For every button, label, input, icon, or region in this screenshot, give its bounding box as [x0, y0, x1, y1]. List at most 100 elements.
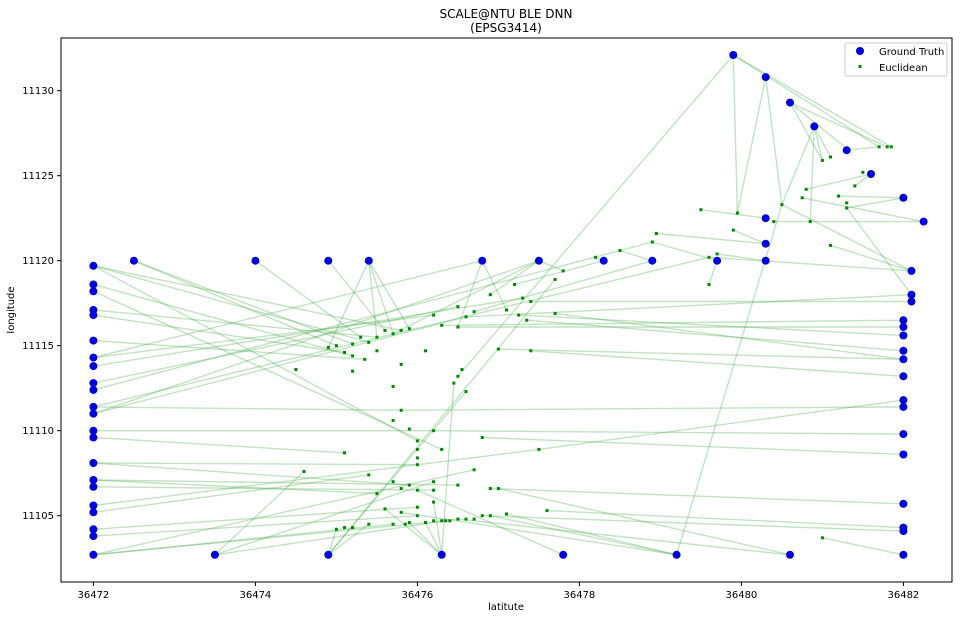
ground-truth-point — [89, 402, 98, 411]
link-line — [830, 244, 912, 272]
ground-truth-point — [899, 355, 908, 364]
link-line — [417, 489, 564, 556]
link-line — [93, 479, 377, 495]
link-line — [93, 474, 369, 513]
ground-truth-point — [899, 193, 908, 202]
link-line — [93, 314, 434, 359]
link-line — [93, 406, 402, 411]
link-line — [789, 102, 848, 150]
link-line — [93, 479, 458, 486]
link-line — [732, 54, 880, 148]
link-line — [133, 260, 337, 347]
euclidean-point — [472, 468, 476, 472]
link-line — [473, 260, 653, 313]
euclidean-point — [480, 436, 484, 439]
euclidean-point — [460, 368, 464, 371]
ground-truth-point — [89, 501, 98, 510]
euclidean-point — [432, 519, 436, 523]
euclidean-point — [391, 419, 395, 422]
link-line — [93, 314, 345, 354]
link-line — [619, 249, 653, 262]
ground-truth-point — [89, 482, 98, 491]
euclidean-point — [808, 220, 812, 224]
link-line — [530, 350, 904, 377]
legend-ground-truth-marker — [856, 47, 864, 55]
link-line — [789, 102, 824, 161]
link-line — [846, 207, 913, 296]
y-axis-label: longitude — [6, 286, 17, 333]
ground-truth-point — [89, 287, 98, 296]
ground-truth-point — [810, 122, 819, 131]
euclidean-point — [529, 349, 533, 353]
ground-truth-point — [89, 459, 98, 467]
euclidean-point — [845, 206, 849, 210]
link-line — [408, 522, 443, 556]
link-line — [327, 260, 370, 348]
x-tick-label: 36474 — [239, 590, 271, 601]
chart-subtitle: (EPSG3414) — [470, 21, 542, 35]
link-line — [93, 309, 377, 338]
euclidean-point — [351, 526, 355, 530]
euclidean-point — [735, 211, 739, 215]
euclidean-point — [707, 283, 711, 286]
ground-truth-point — [89, 525, 98, 534]
ground-truth-point — [899, 346, 908, 355]
link-line — [392, 260, 540, 335]
link-line — [327, 278, 556, 556]
euclidean-point — [505, 512, 508, 516]
link-line — [327, 523, 370, 556]
ground-truth-point — [89, 508, 98, 517]
link-line — [441, 319, 904, 326]
ground-truth-point — [210, 550, 219, 559]
link-line — [765, 77, 783, 205]
euclidean-point — [432, 313, 436, 317]
link-lines — [93, 54, 924, 556]
ground-truth-point — [672, 550, 681, 559]
euclidean-point — [367, 522, 371, 526]
euclidean-point — [707, 255, 711, 259]
euclidean-point — [820, 536, 824, 540]
link-line — [802, 197, 924, 223]
euclidean-point — [521, 296, 525, 300]
euclidean-point — [654, 232, 658, 235]
ground-truth-point — [867, 170, 875, 178]
ground-truth-point — [89, 379, 98, 388]
euclidean-point — [837, 194, 841, 198]
euclidean-point — [448, 519, 452, 523]
link-line — [93, 260, 483, 359]
link-line — [809, 126, 815, 222]
link-line — [538, 399, 904, 451]
y-tick-label: 11130 — [22, 86, 54, 97]
ground-truth-point — [907, 290, 916, 299]
euclidean-point — [375, 349, 379, 353]
link-line — [214, 518, 459, 556]
ground-truth-point — [899, 430, 908, 439]
euclidean-point — [820, 158, 824, 162]
euclidean-point — [594, 255, 598, 259]
euclidean-point — [391, 385, 395, 388]
ground-truth-point — [899, 372, 908, 381]
euclidean-point — [432, 488, 436, 492]
ground-truth-point — [89, 476, 98, 484]
euclidean-point — [391, 480, 395, 484]
ground-truth-point — [761, 214, 770, 223]
ground-truth-point — [648, 256, 657, 265]
euclidean-point — [432, 500, 436, 504]
euclidean-point — [456, 325, 460, 329]
ground-truth-point — [899, 450, 908, 459]
ground-truth-point — [713, 256, 722, 265]
ground-truth-point — [437, 550, 446, 559]
link-line — [93, 265, 369, 343]
y-tick-label: 11115 — [22, 341, 54, 352]
euclidean-point — [407, 483, 411, 487]
euclidean-point — [877, 145, 881, 149]
euclidean-point — [800, 196, 804, 200]
link-line — [538, 260, 564, 272]
link-line — [490, 487, 904, 505]
euclidean-point — [861, 170, 865, 174]
euclidean-point — [525, 318, 529, 322]
link-line — [93, 260, 540, 415]
ground-truth-point — [89, 336, 98, 345]
link-line — [457, 54, 734, 377]
link-line — [481, 260, 508, 311]
